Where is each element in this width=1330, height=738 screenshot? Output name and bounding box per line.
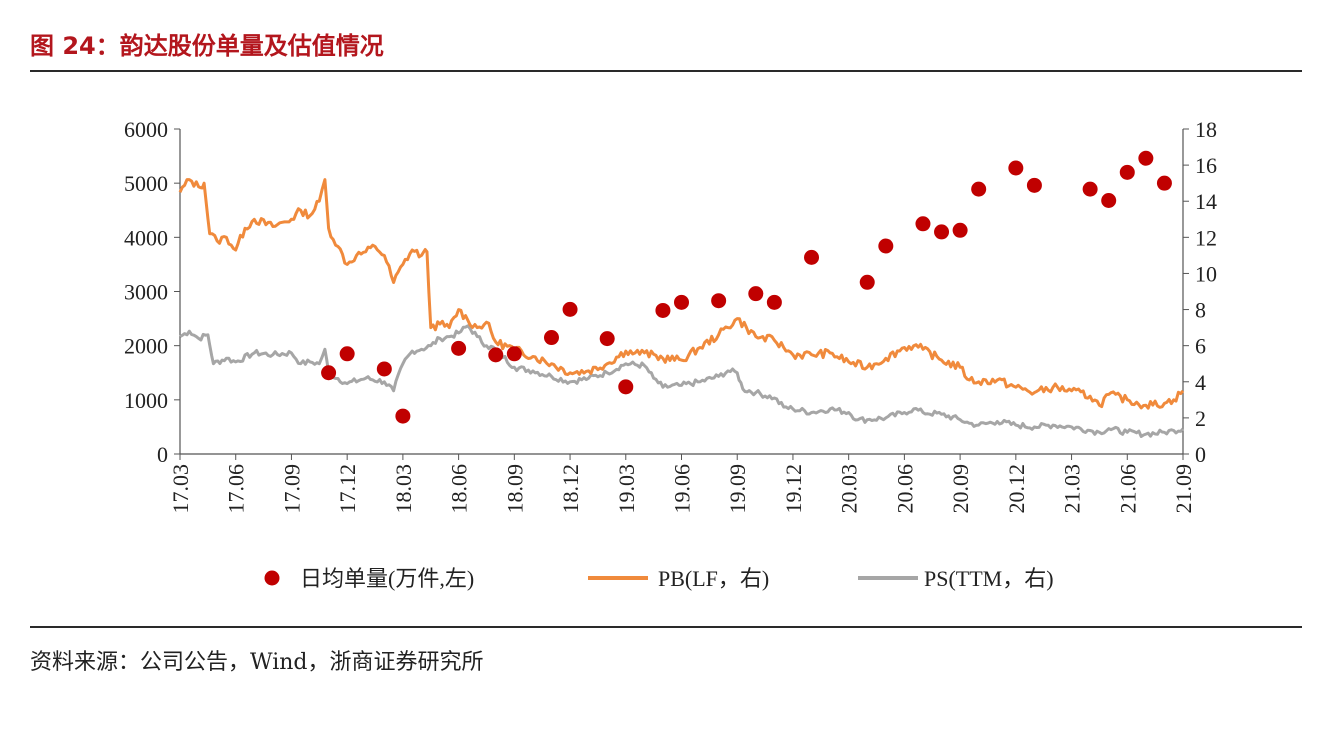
volume-point	[339, 346, 355, 362]
volume-series	[321, 150, 1172, 424]
left-tick-label: 6000	[124, 117, 168, 142]
left-tick-label: 2000	[124, 334, 168, 359]
left-tick-label: 3000	[124, 280, 168, 305]
right-tick-label: 4	[1195, 370, 1206, 395]
x-tick-label: 18.09	[502, 464, 527, 514]
x-tick-label: 17.03	[168, 464, 193, 514]
right-tick-label: 16	[1195, 153, 1217, 178]
volume-point	[506, 346, 522, 362]
volume-point	[376, 361, 392, 377]
x-tick-label: 18.03	[391, 464, 416, 514]
volume-point	[1026, 177, 1042, 193]
valuation-chart: 0 1000 2000 3000 4000 5000 6000 0 2 4 6 8 10 12 14 16 18…	[124, 117, 1217, 591]
x-tick-label: 19.12	[781, 464, 806, 514]
pb-line	[178, 178, 1185, 410]
right-tick-label: 10	[1195, 261, 1217, 286]
volume-point	[748, 286, 764, 302]
title-rule	[30, 70, 1302, 72]
volume-point	[766, 294, 782, 310]
volume-point	[562, 301, 578, 317]
volume-point	[1119, 164, 1135, 180]
volume-point	[1008, 160, 1024, 176]
volume-point	[859, 274, 875, 290]
volume-point	[543, 330, 559, 346]
source-rule	[30, 626, 1302, 628]
right-tick-label: 2	[1195, 406, 1206, 431]
source-note: 资料来源：公司公告，Wind，浙商证券研究所	[30, 650, 484, 675]
volume-point	[934, 224, 950, 240]
left-tick-label: 0	[157, 442, 168, 467]
left-tick-label: 5000	[124, 171, 168, 196]
legend-dot-marker	[264, 570, 280, 586]
volume-point	[804, 249, 820, 265]
x-tick-label: 21.06	[1115, 464, 1140, 514]
volume-point	[711, 293, 727, 309]
volume-point	[674, 294, 689, 310]
volume-point	[952, 222, 968, 238]
left-tick-label: 1000	[124, 388, 168, 413]
volume-point	[488, 347, 504, 363]
right-tick-label: 6	[1195, 334, 1206, 359]
volume-point	[1138, 150, 1154, 166]
x-tick-label: 21.09	[1171, 464, 1196, 514]
volume-point	[599, 331, 615, 347]
chart-axes: 0 1000 2000 3000 4000 5000 6000 0 2 4 6 8 10 12 14 16 18…	[124, 117, 1217, 514]
volume-point	[915, 216, 931, 232]
right-tick-label: 0	[1195, 442, 1206, 467]
volume-point	[971, 181, 987, 197]
x-tick-label: 17.09	[279, 464, 304, 514]
left-tick-label: 4000	[124, 225, 168, 250]
volume-point	[451, 340, 467, 356]
ps-line	[179, 324, 1185, 438]
x-tick-label: 18.06	[447, 464, 472, 514]
x-tick-label: 20.12	[1004, 464, 1029, 514]
legend-label-ps: PS(TTM，右)	[924, 566, 1054, 591]
x-tick-label: 17.12	[335, 464, 360, 514]
x-tick-label: 19.06	[670, 464, 695, 514]
x-tick-label: 20.03	[837, 464, 862, 514]
x-tick-label: 21.03	[1060, 464, 1085, 514]
chart-legend: 日均单量(万件,左) PB(LF，右) PS(TTM，右)	[264, 566, 1054, 591]
figure-title: 图 24：韵达股份单量及估值情况	[30, 32, 384, 60]
right-tick-label: 8	[1195, 298, 1206, 323]
x-tick-label: 18.12	[558, 464, 583, 514]
ps-series	[179, 324, 1185, 438]
right-tick-label: 14	[1195, 189, 1217, 214]
right-tick-label: 18	[1195, 117, 1217, 142]
x-tick-label: 20.09	[948, 464, 973, 514]
volume-point	[321, 365, 337, 381]
volume-point	[1101, 193, 1117, 208]
volume-point	[1082, 181, 1098, 197]
right-tick-label: 12	[1195, 225, 1217, 250]
volume-point	[655, 302, 671, 318]
volume-point	[395, 408, 411, 424]
x-tick-label: 19.09	[725, 464, 750, 514]
legend-label-volume: 日均单量(万件,左)	[300, 566, 474, 591]
x-tick-label: 19.03	[614, 464, 639, 514]
volume-point	[618, 379, 634, 395]
legend-label-pb: PB(LF，右)	[658, 566, 769, 591]
volume-point	[1156, 175, 1172, 191]
pb-series	[178, 178, 1185, 410]
volume-point	[878, 238, 894, 254]
x-tick-label: 17.06	[224, 464, 249, 514]
x-tick-label: 20.06	[892, 464, 917, 514]
